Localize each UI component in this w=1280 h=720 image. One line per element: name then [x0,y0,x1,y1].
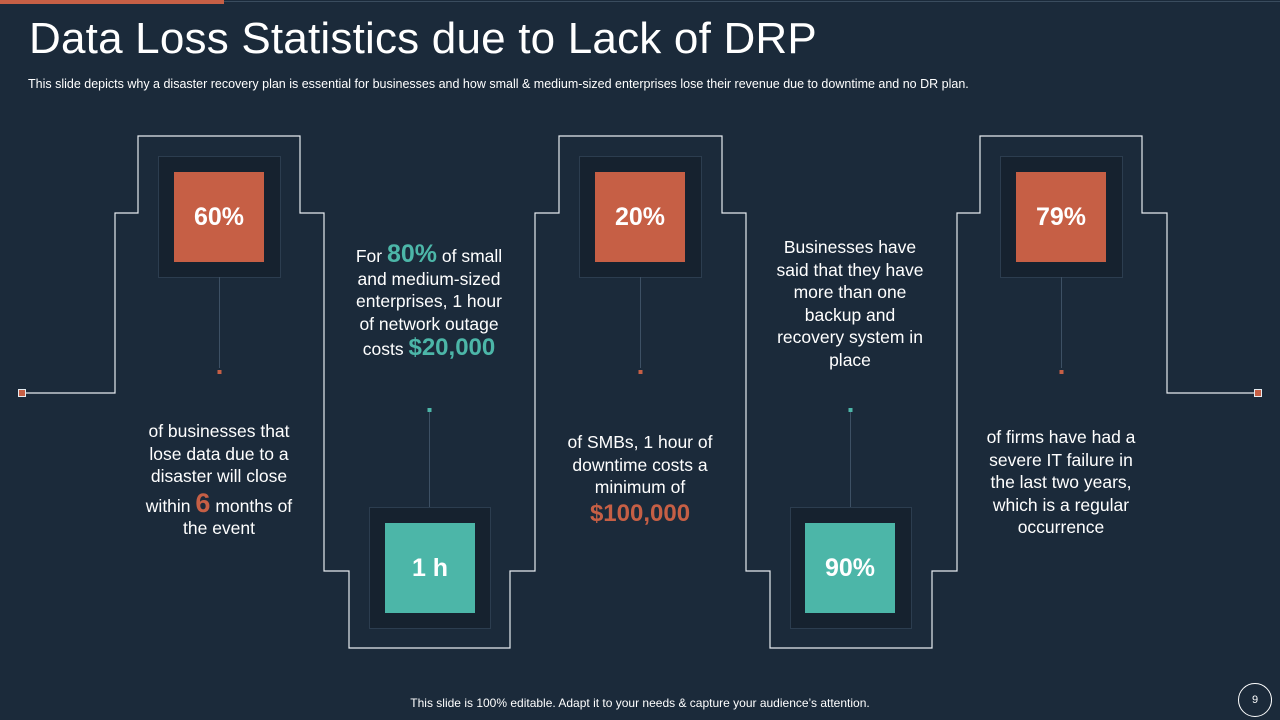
accent-bar [0,0,224,4]
highlight-100000: $100,000 [589,499,691,527]
highlight-six-months: 6 [195,487,211,518]
footer-note: This slide is 100% editable. Adapt it to… [410,696,870,710]
stat-box-90: 90% [805,523,895,613]
stat-box-1h: 1 h [385,523,475,613]
page-number: 9 [1238,683,1272,717]
connector-dot-5 [1059,370,1064,374]
stat-description-2: For 80% of small and medium-sized enterp… [355,240,503,361]
connector-dot-3 [638,370,643,374]
slide-subtitle: This slide depicts why a disaster recove… [28,77,969,91]
stat-box-79: 79% [1016,172,1106,262]
stat-description-4: Businesses have said that they have more… [776,237,924,370]
top-divider [224,1,1280,2]
timeline-path [22,135,1258,649]
connector-dot-4 [848,408,853,412]
highlight-80-percent: 80% [386,240,437,268]
connector-dot-2 [427,408,432,412]
stat-description-3: of SMBs, 1 hour of downtime costs a mini… [539,431,741,525]
stat-description-1: of businesses that lose data due to a di… [145,421,293,538]
timeline-endpoint-left [18,389,26,397]
stat-box-20: 20% [595,172,685,262]
slide-title: Data Loss Statistics due to Lack of DRP [29,14,817,63]
connector-dot-1 [217,370,222,374]
stat-description-5: of firms have had a severe IT failure in… [986,427,1136,537]
timeline-endpoint-right [1254,389,1262,397]
stat-box-60: 60% [174,172,264,262]
highlight-20000: $20,000 [408,334,496,361]
